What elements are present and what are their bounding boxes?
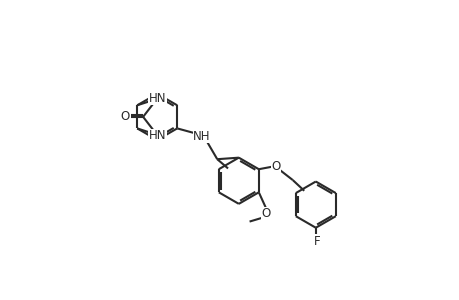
Text: O: O — [121, 110, 130, 123]
Text: F: F — [313, 235, 320, 248]
Text: NH: NH — [193, 130, 210, 142]
Text: HN: HN — [149, 129, 166, 142]
Text: O: O — [261, 207, 270, 220]
Text: HN: HN — [149, 92, 166, 105]
Text: O: O — [270, 160, 280, 172]
